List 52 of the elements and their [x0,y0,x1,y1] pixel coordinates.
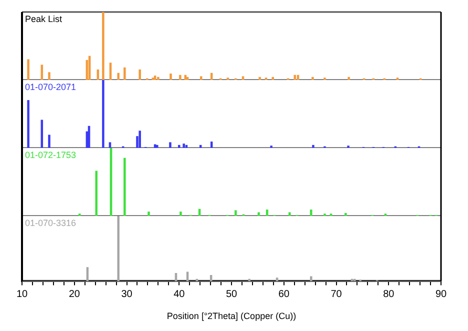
series-label: 01-070-2071 [25,82,76,92]
bar [178,144,180,148]
bar [248,278,250,282]
bar [170,74,172,80]
bar [157,76,160,80]
text: 01-072-1753 [25,150,76,160]
bar [154,76,156,80]
bar [266,210,268,216]
bar [95,170,98,216]
x-axis-title: Position [°2Theta] (Copper (Cu)) [166,311,296,322]
bar [272,76,274,80]
bar [27,59,30,80]
bar [156,144,158,148]
bar [148,212,150,216]
bar [138,69,141,80]
bar [108,142,112,148]
x-tick-label: 70 [330,288,342,300]
x-tick-label: 50 [226,288,238,300]
bar [348,76,350,80]
bar [40,64,44,80]
bar [234,210,237,216]
bar [288,212,291,216]
bar [210,142,213,148]
bar [182,144,185,148]
bar [180,212,182,216]
bar [310,210,312,216]
x-tick-label: 40 [174,288,186,300]
x-tick-label: 20 [68,288,80,300]
bar [117,216,120,282]
bar [138,130,141,148]
x-tick-label: 80 [383,288,395,300]
bar [200,76,202,80]
bar [27,100,30,148]
bar [124,158,126,216]
bar [179,74,182,80]
bar [344,212,347,216]
bar [169,142,172,148]
x-tick-label: 90 [435,288,447,300]
bar [48,134,50,148]
bar [294,74,296,80]
bar [117,72,120,80]
bar [312,144,314,148]
bar [312,76,314,80]
bar [48,72,50,80]
text: 01-070-3316 [25,218,76,228]
x-tick-label: 10 [16,288,28,300]
x-tick-label: 30 [121,288,133,300]
bar [258,212,260,216]
text: Peak List [25,14,63,24]
x-tick-label: 60 [278,288,290,300]
bar [258,76,261,80]
bar [124,67,126,80]
